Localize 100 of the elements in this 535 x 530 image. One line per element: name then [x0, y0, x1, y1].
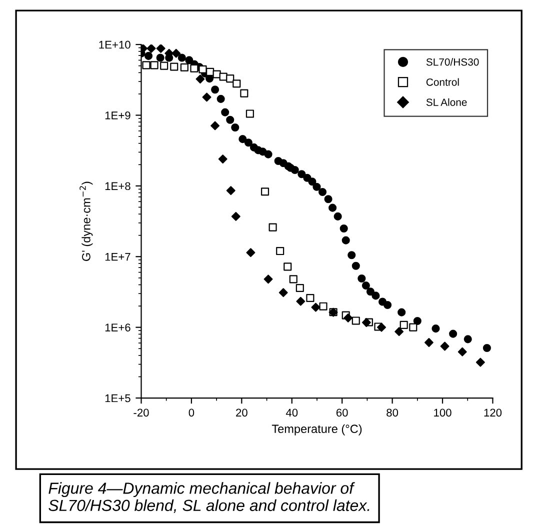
- point: [482, 344, 491, 352]
- point: [210, 121, 220, 130]
- point: [226, 74, 234, 83]
- point: [449, 330, 458, 338]
- point: [244, 138, 252, 147]
- point: [384, 300, 392, 310]
- x-tick-label: 20: [236, 408, 248, 417]
- point: [144, 52, 153, 60]
- point: [160, 62, 168, 70]
- legend-label: SL Alone: [426, 98, 467, 106]
- x-axis-title: Temperature (°C): [272, 424, 362, 436]
- point: [150, 61, 158, 70]
- point: [156, 54, 164, 62]
- point: [344, 313, 353, 322]
- point: [190, 64, 198, 72]
- point: [240, 89, 248, 98]
- point: [219, 72, 228, 81]
- x-tick-label: 80: [386, 408, 398, 417]
- point: [398, 308, 406, 316]
- point: [211, 86, 220, 94]
- point: [260, 188, 270, 196]
- point: [226, 186, 236, 196]
- point: [312, 182, 321, 191]
- point: [218, 154, 228, 164]
- point: [464, 335, 472, 344]
- point: [231, 123, 240, 132]
- point: [362, 282, 370, 290]
- point: [264, 150, 272, 158]
- point: [476, 358, 485, 367]
- x-tick-label: 100: [434, 408, 452, 417]
- point: [278, 288, 288, 298]
- point: [146, 44, 156, 53]
- y-tick-label: 1E+10: [99, 40, 130, 49]
- point: [185, 56, 194, 64]
- caption: Figure 4—Dynamic mechanical behavior of SL70/HS30 blend, SL alone and control latex.: [48, 482, 370, 513]
- point: [328, 204, 337, 212]
- point: [334, 212, 342, 220]
- point: [306, 294, 314, 302]
- point: [319, 302, 328, 310]
- point: [298, 170, 306, 178]
- point: [348, 251, 356, 260]
- point: [324, 195, 332, 204]
- point: [206, 68, 214, 76]
- point: [296, 284, 304, 292]
- y-axis-title: G' (dyne·cm$^{−2}$): [80, 182, 93, 261]
- y-tick-label: 1E+9: [105, 111, 130, 120]
- point: [296, 296, 306, 306]
- point: [342, 236, 350, 244]
- point: [231, 212, 240, 221]
- y-tick-label: 1E+5: [105, 394, 130, 402]
- point: [352, 262, 360, 270]
- point: [366, 288, 374, 296]
- point: [352, 316, 360, 325]
- point: [226, 116, 234, 124]
- point: [216, 94, 225, 103]
- point: [400, 320, 408, 329]
- point: [172, 48, 181, 58]
- x-tick-label: -20: [134, 408, 149, 417]
- point: [409, 323, 418, 332]
- x-tick-label: 40: [286, 408, 298, 417]
- point: [268, 223, 277, 232]
- point: [178, 54, 186, 62]
- point: [198, 65, 207, 74]
- point: [170, 62, 178, 71]
- point: [238, 135, 247, 144]
- x-tick-label: 120: [484, 408, 502, 417]
- point: [318, 188, 327, 196]
- point: [340, 224, 348, 233]
- point: [156, 44, 166, 53]
- point: [221, 108, 230, 116]
- point: [440, 342, 450, 351]
- y-tick-label: 1E+7: [105, 253, 130, 261]
- point: [424, 338, 434, 347]
- point: [290, 166, 299, 174]
- point: [311, 302, 320, 312]
- point: [246, 248, 256, 258]
- point: [358, 274, 366, 283]
- point: [377, 322, 386, 332]
- point: [246, 110, 254, 118]
- point: [308, 178, 316, 186]
- point: [372, 292, 380, 300]
- point: [212, 70, 221, 78]
- point: [142, 61, 150, 70]
- point: [180, 63, 188, 72]
- point: [413, 316, 422, 325]
- point: [202, 92, 212, 102]
- point: [276, 247, 284, 256]
- x-tick-label: 60: [336, 408, 348, 417]
- x-tick-label: 0: [188, 408, 194, 417]
- point: [232, 80, 241, 88]
- point: [264, 274, 273, 284]
- point: [394, 327, 404, 336]
- point: [284, 262, 292, 271]
- y-tick-label: 1E+6: [105, 324, 130, 332]
- point: [196, 74, 205, 84]
- point: [289, 275, 298, 284]
- legend-label: SL70/HS30: [426, 58, 479, 66]
- point: [458, 347, 467, 356]
- y-tick-label: 1E+8: [105, 182, 130, 190]
- point: [362, 318, 371, 327]
